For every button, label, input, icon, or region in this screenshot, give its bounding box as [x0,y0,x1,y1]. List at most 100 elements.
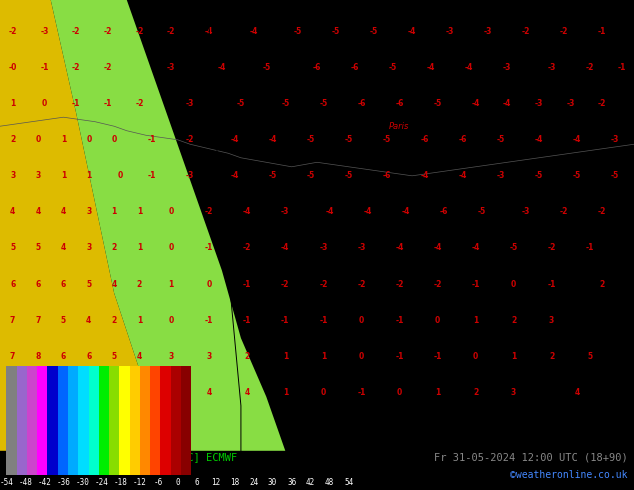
Text: 4: 4 [574,388,579,397]
Text: -5: -5 [319,99,328,108]
Text: -4: -4 [243,207,252,217]
Text: -4: -4 [249,27,258,36]
Text: -3: -3 [484,27,493,36]
Text: 1: 1 [10,99,15,108]
Text: -1: -1 [585,244,594,252]
Text: 5: 5 [10,244,15,252]
Text: 0: 0 [511,279,516,289]
Text: Paris: Paris [389,122,410,131]
Text: -2: -2 [135,99,144,108]
Bar [119,366,129,475]
Text: -2: -2 [281,279,290,289]
Text: 6: 6 [36,279,41,289]
Text: -4: -4 [230,172,239,180]
Text: -2: -2 [585,63,594,72]
Text: 4: 4 [61,207,66,217]
Text: -5: -5 [433,99,442,108]
Text: -4: -4 [433,244,442,252]
Text: 4: 4 [86,316,91,324]
Text: -2: -2 [72,27,81,36]
Text: -1: -1 [357,388,366,397]
Bar [89,366,99,475]
Text: -2: -2 [522,27,531,36]
Polygon shape [51,0,285,451]
Text: -6: -6 [439,207,448,217]
Text: -2: -2 [547,244,556,252]
Text: -2: -2 [433,279,442,289]
Text: -4: -4 [268,135,277,144]
Text: -2: -2 [103,27,112,36]
Text: 1: 1 [283,352,288,361]
Text: 2: 2 [112,316,117,324]
Bar [58,366,68,475]
Text: 4: 4 [61,244,66,252]
Text: 5: 5 [36,244,41,252]
Text: -6: -6 [351,63,359,72]
Text: -6: -6 [420,135,429,144]
Text: -2: -2 [598,99,607,108]
Text: 0: 0 [169,244,174,252]
Text: -3: -3 [357,244,366,252]
Text: 1: 1 [137,244,142,252]
Text: 6: 6 [61,352,66,361]
Text: -6: -6 [154,478,163,487]
Text: 2: 2 [549,352,554,361]
Text: 2: 2 [511,316,516,324]
Text: -3: -3 [496,172,505,180]
Text: 6: 6 [86,352,91,361]
Text: -4: -4 [534,135,543,144]
Text: 4: 4 [112,279,117,289]
Text: 48: 48 [325,478,334,487]
Text: -5: -5 [294,27,302,36]
Text: -4: -4 [205,27,214,36]
Text: 5: 5 [112,352,117,361]
Text: -4: -4 [471,244,480,252]
Text: 0: 0 [175,478,180,487]
Text: -1: -1 [433,352,442,361]
Text: -5: -5 [496,135,505,144]
Bar [181,366,191,475]
Text: -1: -1 [148,172,157,180]
Text: -5: -5 [382,135,391,144]
Text: 0: 0 [359,316,364,324]
Text: 1: 1 [435,388,440,397]
Text: -54: -54 [0,478,13,487]
Text: 3: 3 [86,207,91,217]
Text: -1: -1 [243,279,252,289]
Text: -3: -3 [281,207,290,217]
Text: 1: 1 [169,279,174,289]
Text: -48: -48 [18,478,32,487]
Text: -4: -4 [395,244,404,252]
Text: -2: -2 [357,279,366,289]
Text: 8: 8 [10,388,15,397]
Text: 3: 3 [10,172,15,180]
Text: -6: -6 [458,135,467,144]
Text: -1: -1 [319,316,328,324]
Text: -4: -4 [230,135,239,144]
Text: 0: 0 [36,135,41,144]
Text: 2: 2 [245,352,250,361]
Text: 0: 0 [86,135,91,144]
Text: 1: 1 [86,172,91,180]
Text: 7: 7 [36,316,41,324]
Text: 0: 0 [473,352,478,361]
Text: 4: 4 [36,207,41,217]
Text: -4: -4 [325,207,334,217]
Text: -6: -6 [382,172,391,180]
Text: 4: 4 [10,207,15,217]
Text: -1: -1 [148,135,157,144]
Text: 1: 1 [137,316,142,324]
Text: -2: -2 [319,279,328,289]
Text: -4: -4 [217,63,226,72]
Text: -2: -2 [598,207,607,217]
Text: -1: -1 [72,99,81,108]
Bar [171,366,181,475]
Text: -1: -1 [40,63,49,72]
Text: 0: 0 [321,388,326,397]
Text: -2: -2 [8,27,17,36]
Text: -3: -3 [503,63,512,72]
Text: -1: -1 [395,316,404,324]
Bar [6,366,16,475]
Bar [160,366,171,475]
Text: 6: 6 [86,388,91,397]
